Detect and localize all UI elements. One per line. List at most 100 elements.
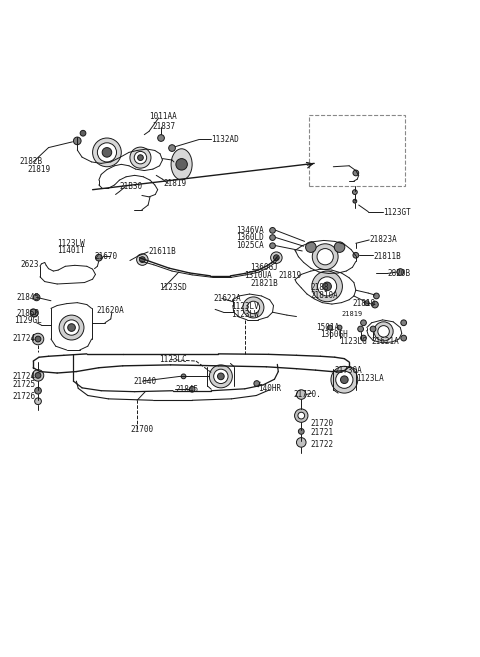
Circle shape — [134, 151, 147, 164]
Circle shape — [295, 409, 308, 422]
Circle shape — [352, 190, 357, 194]
Circle shape — [176, 158, 187, 170]
Circle shape — [297, 390, 306, 399]
Text: 2182B: 2182B — [20, 158, 43, 166]
Circle shape — [378, 326, 389, 337]
Circle shape — [337, 325, 342, 330]
Circle shape — [401, 335, 407, 341]
Ellipse shape — [171, 148, 192, 180]
Text: 21730A: 21730A — [335, 366, 362, 374]
Text: 21721: 21721 — [311, 428, 334, 438]
Text: 2820B: 2820B — [387, 269, 410, 278]
Text: 1360LD: 1360LD — [236, 233, 264, 242]
Circle shape — [247, 301, 260, 313]
Text: 1011AA: 1011AA — [149, 112, 177, 122]
Circle shape — [68, 324, 75, 331]
Text: 21845: 21845 — [175, 385, 199, 394]
Circle shape — [353, 252, 359, 258]
Text: 1025CA: 1025CA — [236, 241, 264, 250]
Circle shape — [331, 367, 358, 393]
Circle shape — [73, 137, 81, 145]
Text: 21821B: 21821B — [251, 279, 278, 288]
Text: 1360GH: 1360GH — [321, 330, 348, 339]
Circle shape — [30, 309, 36, 315]
Text: 21670: 21670 — [94, 252, 117, 261]
Text: 21850: 21850 — [16, 309, 39, 318]
Text: 21622A: 21622A — [214, 294, 241, 303]
Circle shape — [35, 373, 41, 378]
Text: 21819: 21819 — [27, 165, 50, 174]
Text: 21720: 21720 — [311, 419, 334, 428]
Circle shape — [35, 398, 41, 405]
Text: 1360GJ: 1360GJ — [251, 263, 278, 272]
Text: 1123LV: 1123LV — [231, 302, 259, 311]
Circle shape — [33, 294, 40, 301]
Text: 21722: 21722 — [311, 440, 334, 449]
Circle shape — [254, 380, 260, 386]
Text: 21845: 21845 — [16, 293, 39, 302]
Circle shape — [271, 252, 282, 263]
Text: 1123LG: 1123LG — [339, 338, 367, 346]
Circle shape — [97, 143, 117, 162]
Text: 21823A: 21823A — [369, 235, 397, 244]
Text: 21B30: 21B30 — [120, 183, 143, 191]
Text: 21726: 21726 — [12, 392, 36, 401]
Circle shape — [93, 138, 121, 167]
Circle shape — [317, 248, 333, 265]
Bar — [310, 115, 405, 186]
Text: 21810A: 21810A — [311, 292, 338, 300]
Text: 1123LW: 1123LW — [231, 309, 259, 319]
Text: 21724: 21724 — [12, 334, 36, 342]
Circle shape — [217, 373, 224, 380]
Circle shape — [270, 243, 276, 248]
Text: 1123LW: 1123LW — [57, 238, 85, 248]
Text: 21811B: 21811B — [373, 252, 401, 261]
Circle shape — [137, 254, 148, 265]
Circle shape — [353, 170, 359, 176]
Circle shape — [59, 315, 84, 340]
Text: 21725: 21725 — [12, 380, 36, 389]
Circle shape — [334, 242, 345, 252]
Circle shape — [35, 388, 41, 394]
Text: 21700: 21700 — [131, 426, 154, 434]
Text: 21819: 21819 — [163, 179, 187, 188]
Circle shape — [312, 244, 338, 269]
Circle shape — [157, 135, 164, 141]
Circle shape — [140, 257, 145, 262]
Text: 140HR: 140HR — [258, 384, 281, 393]
Circle shape — [102, 148, 112, 157]
Circle shape — [96, 254, 102, 261]
Text: 1501A: 1501A — [317, 323, 340, 332]
Circle shape — [358, 326, 363, 332]
Circle shape — [372, 301, 378, 308]
Circle shape — [323, 282, 331, 290]
Circle shape — [374, 322, 393, 341]
Text: 1123LA: 1123LA — [356, 374, 384, 383]
Text: 21819: 21819 — [341, 311, 363, 317]
Circle shape — [299, 428, 304, 434]
Circle shape — [312, 271, 342, 302]
Text: 21621A: 21621A — [372, 338, 399, 346]
Circle shape — [297, 438, 306, 447]
Circle shape — [30, 309, 38, 317]
Circle shape — [401, 320, 407, 326]
Circle shape — [274, 255, 279, 261]
Circle shape — [270, 235, 276, 240]
Circle shape — [327, 325, 332, 330]
Text: 21724: 21724 — [12, 372, 36, 381]
Circle shape — [243, 297, 264, 318]
Circle shape — [373, 293, 379, 299]
Circle shape — [397, 269, 404, 275]
Circle shape — [360, 335, 366, 341]
Text: 1310UA: 1310UA — [244, 271, 272, 281]
Text: 21819: 21819 — [278, 271, 301, 281]
Circle shape — [306, 242, 316, 252]
Circle shape — [360, 320, 366, 326]
Text: 21720.: 21720. — [294, 390, 321, 399]
Text: 1123LC: 1123LC — [158, 355, 186, 364]
Circle shape — [214, 369, 228, 384]
Text: 21837: 21837 — [153, 122, 176, 131]
Circle shape — [138, 155, 144, 160]
Circle shape — [130, 147, 151, 168]
Circle shape — [32, 370, 44, 381]
